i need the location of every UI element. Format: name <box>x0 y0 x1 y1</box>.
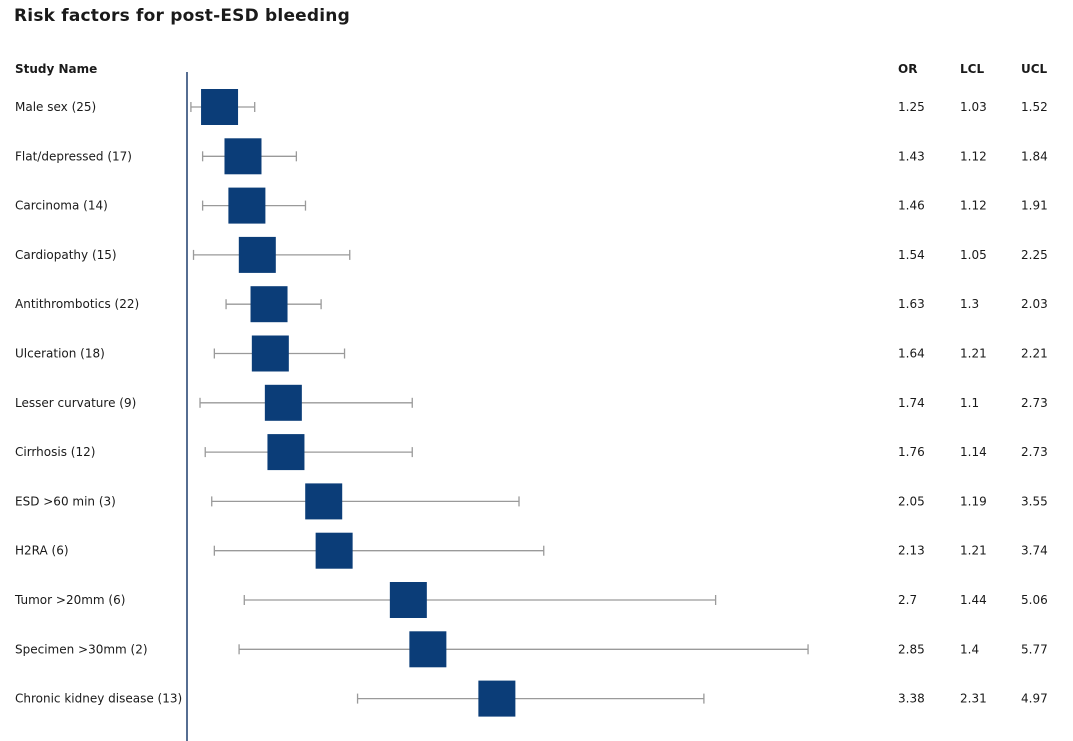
study-label: Chronic kidney disease (13) <box>15 692 182 706</box>
ucl-value: 2.25 <box>1021 248 1048 262</box>
or-marker <box>267 434 305 471</box>
or-marker <box>478 680 516 717</box>
study-label: Flat/depressed (17) <box>15 149 132 163</box>
forest-row: Lesser curvature (9) 1.74 1.1 2.73 <box>15 384 1048 421</box>
forest-row: Ulceration (18) 1.64 1.21 2.21 <box>15 335 1048 372</box>
ucl-value: 5.77 <box>1021 642 1048 656</box>
study-label: Tumor >20mm (6) <box>14 593 125 607</box>
ucl-value: 2.73 <box>1021 396 1048 410</box>
or-value: 2.7 <box>898 593 917 607</box>
or-value: 1.54 <box>898 248 925 262</box>
study-label: Specimen >30mm (2) <box>15 642 148 656</box>
ucl-value: 2.73 <box>1021 445 1048 459</box>
study-label: Cardiopathy (15) <box>15 248 117 262</box>
or-value: 3.38 <box>898 692 925 706</box>
or-marker <box>409 631 447 668</box>
lcl-value: 1.21 <box>960 347 987 361</box>
forest-row: Cardiopathy (15) 1.54 1.05 2.25 <box>15 236 1048 273</box>
or-marker <box>228 187 266 224</box>
lcl-value: 1.19 <box>960 494 987 508</box>
or-marker <box>224 138 262 175</box>
study-name-header: Study Name <box>15 62 98 76</box>
lcl-header: LCL <box>960 62 985 76</box>
ucl-value: 4.97 <box>1021 692 1048 706</box>
or-marker <box>201 89 239 125</box>
lcl-value: 1.4 <box>960 642 979 656</box>
study-label: Antithrombotics (22) <box>15 297 139 311</box>
study-label: Lesser curvature (9) <box>15 396 136 410</box>
lcl-value: 1.1 <box>960 396 979 410</box>
lcl-value: 1.21 <box>960 544 987 558</box>
lcl-value: 2.31 <box>960 692 987 706</box>
ucl-value: 1.91 <box>1021 199 1048 213</box>
forest-row: Carcinoma (14) 1.46 1.12 1.91 <box>15 187 1048 224</box>
ucl-value: 1.84 <box>1021 149 1048 163</box>
ucl-value: 2.03 <box>1021 297 1048 311</box>
or-marker <box>250 286 288 323</box>
ucl-value: 1.52 <box>1021 100 1048 114</box>
lcl-value: 1.14 <box>960 445 987 459</box>
ucl-value: 2.21 <box>1021 347 1048 361</box>
forest-row: Flat/depressed (17) 1.43 1.12 1.84 <box>15 138 1048 175</box>
forest-row: Chronic kidney disease (13) 3.38 2.31 4.97 <box>15 680 1048 717</box>
study-label: ESD >60 min (3) <box>15 494 116 508</box>
or-marker <box>305 483 343 520</box>
or-value: 2.85 <box>898 642 925 656</box>
forest-row: Antithrombotics (22) 1.63 1.3 2.03 <box>15 286 1048 323</box>
or-marker <box>251 335 289 372</box>
study-label: Ulceration (18) <box>15 347 105 361</box>
forest-row: Tumor >20mm (6) 2.7 1.44 5.06 <box>14 582 1048 618</box>
ucl-header: UCL <box>1021 62 1048 76</box>
or-marker <box>238 236 276 273</box>
or-marker <box>264 384 302 421</box>
or-value: 1.63 <box>898 297 925 311</box>
lcl-value: 1.05 <box>960 248 987 262</box>
or-value: 1.74 <box>898 396 925 410</box>
or-value: 1.43 <box>898 149 925 163</box>
forest-row: Specimen >30mm (2) 2.85 1.4 5.77 <box>15 631 1048 668</box>
forest-row: Cirrhosis (12) 1.76 1.14 2.73 <box>15 434 1048 471</box>
forest-row: H2RA (6) 2.13 1.21 3.74 <box>15 532 1048 569</box>
lcl-value: 1.03 <box>960 100 987 114</box>
or-value: 1.46 <box>898 199 925 213</box>
ucl-value: 5.06 <box>1021 593 1048 607</box>
or-value: 2.13 <box>898 544 925 558</box>
lcl-value: 1.3 <box>960 297 979 311</box>
or-value: 1.76 <box>898 445 925 459</box>
study-label: Male sex (25) <box>15 100 96 114</box>
forest-row: Male sex (25) 1.25 1.03 1.52 <box>15 89 1048 125</box>
study-label: Carcinoma (14) <box>15 199 108 213</box>
chart-title: Risk factors for post-ESD bleeding <box>14 6 350 26</box>
lcl-value: 1.44 <box>960 593 987 607</box>
ucl-value: 3.74 <box>1021 544 1048 558</box>
or-value: 1.64 <box>898 347 925 361</box>
or-header: OR <box>898 62 918 76</box>
study-label: Cirrhosis (12) <box>15 445 95 459</box>
or-value: 1.25 <box>898 100 925 114</box>
or-marker <box>315 532 353 569</box>
lcl-value: 1.12 <box>960 149 987 163</box>
ucl-value: 3.55 <box>1021 494 1048 508</box>
forest-row: ESD >60 min (3) 2.05 1.19 3.55 <box>15 483 1048 520</box>
study-label: H2RA (6) <box>15 544 69 558</box>
or-marker <box>389 582 427 618</box>
lcl-value: 1.12 <box>960 199 987 213</box>
or-value: 2.05 <box>898 494 925 508</box>
